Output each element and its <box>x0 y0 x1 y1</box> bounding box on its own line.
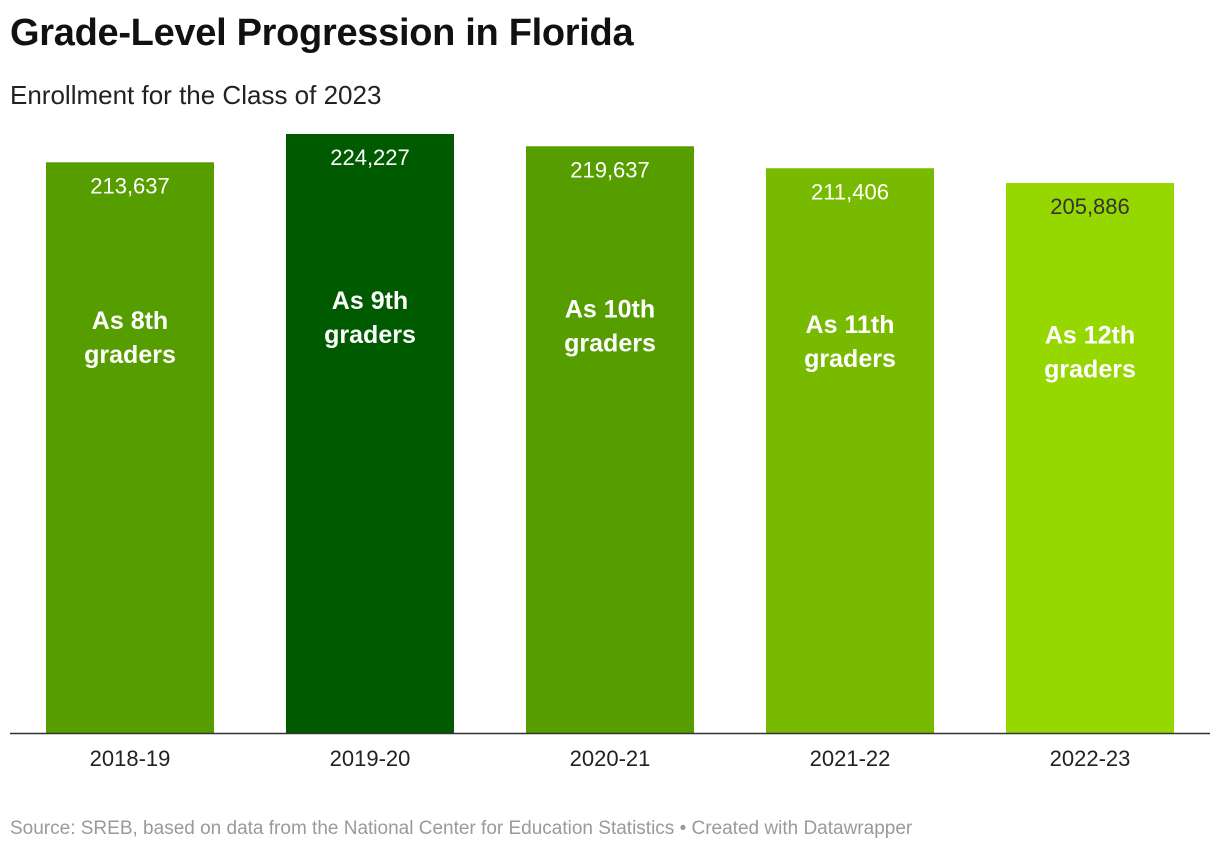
bar-value-label: 211,406 <box>811 179 889 204</box>
chart-subtitle: Enrollment for the Class of 2023 <box>10 80 382 110</box>
bar-annotation-line: As 9th <box>332 287 408 315</box>
source-note: Source: SREB, based on data from the Nat… <box>10 818 913 839</box>
x-tick-label: 2021-22 <box>810 746 891 771</box>
x-tick-label: 2020-21 <box>570 746 651 771</box>
bar-annotation-line: graders <box>1044 356 1136 384</box>
bar-2018-19 <box>46 162 214 733</box>
x-tick-label: 2019-20 <box>330 746 411 771</box>
bar-value-label: 219,637 <box>570 157 650 182</box>
x-tick-label: 2022-23 <box>1050 746 1131 771</box>
bar-value-label: 224,227 <box>330 145 410 170</box>
bars-group: 213,637 As 8th graders 224,227 As 9th graders… <box>46 134 1174 734</box>
bar-2020-21 <box>526 146 694 733</box>
bar-annotation: As 8th graders <box>84 307 176 369</box>
bar-annotation-line: graders <box>804 345 896 373</box>
bar-annotation: As 9th graders <box>324 287 416 349</box>
bar-annotation-line: graders <box>564 330 656 358</box>
bar-value-label: 213,637 <box>90 173 170 198</box>
bar-annotation: As 10th graders <box>564 296 656 358</box>
bar-value-label: 205,886 <box>1050 194 1130 219</box>
bar-annotation-line: As 12th <box>1045 322 1135 350</box>
bar-2022-23 <box>1006 182 1174 733</box>
x-tick-label: 2018-19 <box>90 746 171 771</box>
bar-annotation-line: graders <box>324 321 416 349</box>
bar-2019-20 <box>286 134 454 733</box>
bar-2021-22 <box>766 168 934 734</box>
bar-annotation: As 12th graders <box>1044 322 1136 384</box>
bar-annotation-line: As 10th <box>565 296 655 324</box>
bar-annotation: As 11th graders <box>804 311 896 373</box>
bar-annotation-line: As 11th <box>806 311 895 339</box>
chart-title: Grade-Level Progression in Florida <box>10 12 634 54</box>
bar-annotation-line: graders <box>84 341 176 369</box>
x-axis-ticks: 2018-19 2019-20 2020-21 2021-22 2022-23 <box>90 746 1131 771</box>
bar-annotation-line: As 8th <box>92 307 168 335</box>
